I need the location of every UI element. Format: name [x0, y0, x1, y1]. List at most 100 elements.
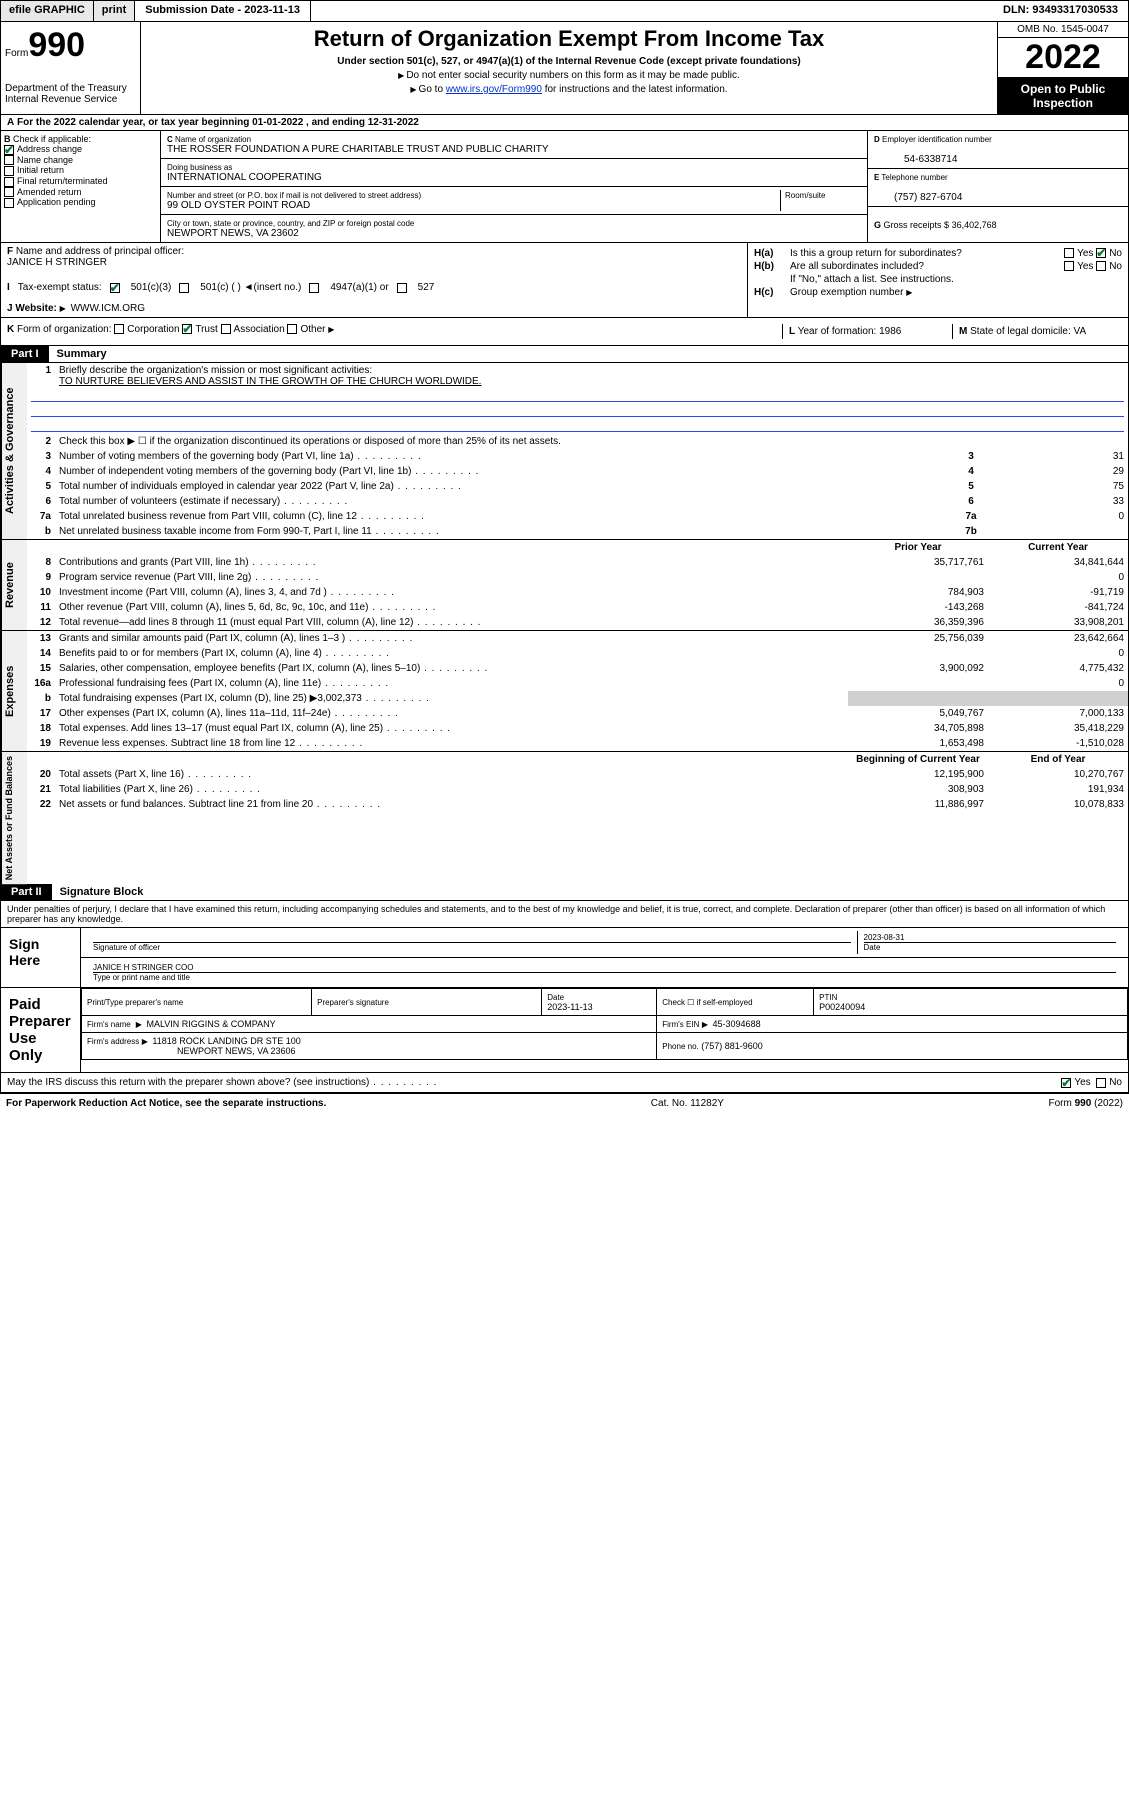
sign-here-label: Sign Here — [1, 928, 81, 987]
k-form-row: K Form of organization: Corporation Trus… — [1, 318, 1128, 346]
chk-corp[interactable] — [114, 324, 124, 334]
header-sub2: Do not enter social security numbers on … — [147, 70, 991, 81]
header-sub1: Under section 501(c), 527, or 4947(a)(1)… — [147, 56, 991, 67]
exp-line-14: 14Benefits paid to or for members (Part … — [27, 646, 1128, 661]
section-fh: F Name and address of principal officer:… — [1, 243, 1128, 318]
chk-hb-no[interactable] — [1096, 261, 1106, 271]
irs-text: Internal Revenue Service — [5, 94, 136, 105]
vlabel-netassets: Net Assets or Fund Balances — [1, 752, 27, 884]
chk-ha-yes[interactable] — [1064, 248, 1074, 258]
exp-line-b: bTotal fundraising expenses (Part IX, co… — [27, 691, 1128, 706]
exp-line-17: 17Other expenses (Part IX, column (A), l… — [27, 706, 1128, 721]
j-letter: J — [7, 303, 13, 314]
gov-line-4: 4Number of independent voting members of… — [27, 464, 1128, 479]
i-letter: I — [7, 282, 10, 293]
form-header: Form990 Department of the Treasury Inter… — [1, 22, 1128, 115]
street-address: 99 OLD OYSTER POINT ROAD — [167, 200, 310, 211]
submission-date: Submission Date - 2023-11-13 — [135, 1, 311, 21]
net-line-20: 20Total assets (Part X, line 16)12,195,9… — [27, 767, 1128, 782]
principal-officer: JANICE H STRINGER — [7, 257, 741, 268]
city-state-zip: NEWPORT NEWS, VA 23602 — [167, 228, 299, 239]
dln-label: DLN: — [1003, 4, 1032, 16]
telephone: (757) 827-6704 — [874, 192, 962, 203]
submission-date-value: 2023-11-13 — [244, 4, 300, 16]
irs-link[interactable]: www.irs.gov/Form990 — [446, 84, 542, 95]
footer-mid: Cat. No. 11282Y — [651, 1098, 724, 1109]
chk-501c[interactable] — [179, 283, 189, 293]
vlabel-revenue: Revenue — [1, 540, 27, 630]
block-b: B Check if applicable: Address change Na… — [1, 131, 161, 243]
preparer-date: 2023-11-13 — [547, 1002, 592, 1012]
discuss-row: May the IRS discuss this return with the… — [1, 1073, 1128, 1093]
header-mid: Return of Organization Exempt From Incom… — [141, 22, 998, 114]
dept-treasury: Department of the Treasury — [5, 83, 136, 94]
exp-line-18: 18Total expenses. Add lines 13–17 (must … — [27, 721, 1128, 736]
governance-section: Activities & Governance 1Briefly describ… — [1, 363, 1128, 539]
part-ii-header: Part II Signature Block — [1, 884, 1128, 901]
gov-line-7a: 7aTotal unrelated business revenue from … — [27, 509, 1128, 524]
chk-501c3[interactable] — [110, 283, 120, 293]
top-toolbar: efile GRAPHIC print Submission Date - 20… — [0, 0, 1129, 22]
chk-assoc[interactable] — [221, 324, 231, 334]
toolbar-spacer — [311, 1, 993, 21]
chk-discuss-yes[interactable] — [1061, 1078, 1071, 1088]
dln-value: 93493317030533 — [1032, 4, 1118, 16]
chk-name-change[interactable] — [4, 155, 14, 165]
chk-address-change[interactable] — [4, 145, 14, 155]
dln: DLN: 93493317030533 — [993, 1, 1128, 21]
self-employed-check[interactable]: Check ☐ if self-employed — [662, 998, 752, 1007]
part-i-title: Summary — [49, 346, 115, 362]
rev-line-10: 10Investment income (Part VIII, column (… — [27, 585, 1128, 600]
rev-line-12: 12Total revenue—add lines 8 through 11 (… — [27, 615, 1128, 630]
gross-receipts: 36,402,768 — [952, 220, 997, 230]
footer-left: For Paperwork Reduction Act Notice, see … — [6, 1098, 326, 1109]
block-de: D Employer identification number 54-6338… — [868, 131, 1128, 243]
form-word: Form — [5, 48, 28, 59]
vlabel-expenses: Expenses — [1, 631, 27, 751]
netassets-section: Net Assets or Fund Balances Beginning of… — [1, 751, 1128, 884]
part-ii-title: Signature Block — [52, 884, 152, 900]
chk-app-pending[interactable] — [4, 198, 14, 208]
efile-graphic-btn[interactable]: efile GRAPHIC — [1, 1, 94, 21]
org-name: THE ROSSER FOUNDATION A PURE CHARITABLE … — [167, 144, 549, 155]
part-i-label: Part I — [1, 346, 49, 362]
firm-address-1: 11818 ROCK LANDING DR STE 100 — [152, 1036, 300, 1046]
print-btn[interactable]: print — [94, 1, 135, 21]
col-begin: Beginning of Current Year — [848, 752, 988, 767]
col-current: Current Year — [988, 540, 1128, 555]
chk-discuss-no[interactable] — [1096, 1078, 1106, 1088]
gov-line-6: 6Total number of volunteers (estimate if… — [27, 494, 1128, 509]
footer-right: Form 990 (2022) — [1049, 1098, 1123, 1109]
penalties-text: Under penalties of perjury, I declare th… — [1, 901, 1128, 928]
gov-line-5: 5Total number of individuals employed in… — [27, 479, 1128, 494]
page-footer: For Paperwork Reduction Act Notice, see … — [0, 1094, 1129, 1113]
form-number: 990 — [28, 26, 85, 64]
calendar-year-line: A For the 2022 calendar year, or tax yea… — [1, 115, 1128, 131]
chk-527[interactable] — [397, 283, 407, 293]
sign-date: 2023-08-31 — [864, 933, 905, 942]
part-i-header: Part I Summary — [1, 346, 1128, 363]
chk-trust[interactable] — [182, 324, 192, 334]
revenue-section: Revenue Prior YearCurrent Year 8Contribu… — [1, 539, 1128, 630]
officer-name: JANICE H STRINGER COO — [93, 963, 193, 972]
rev-line-9: 9Program service revenue (Part VIII, lin… — [27, 570, 1128, 585]
expenses-section: Expenses 13Grants and similar amounts pa… — [1, 630, 1128, 751]
header-sub3: Go to www.irs.gov/Form990 for instructio… — [147, 84, 991, 95]
open-public-badge: Open to Public Inspection — [998, 78, 1128, 114]
chk-hb-yes[interactable] — [1064, 261, 1074, 271]
chk-initial-return[interactable] — [4, 166, 14, 176]
exp-line-13: 13Grants and similar amounts paid (Part … — [27, 631, 1128, 646]
ein: 54-6338714 — [874, 154, 957, 165]
gov-line-b: bNet unrelated business taxable income f… — [27, 524, 1128, 539]
col-end: End of Year — [988, 752, 1128, 767]
chk-amended[interactable] — [4, 187, 14, 197]
a-letter: A — [7, 117, 14, 128]
net-line-21: 21Total liabilities (Part X, line 26)308… — [27, 782, 1128, 797]
chk-ha-no[interactable] — [1096, 248, 1106, 258]
year-formation: 1986 — [879, 326, 901, 337]
chk-final-return[interactable] — [4, 177, 14, 187]
chk-4947[interactable] — [309, 283, 319, 293]
chk-other[interactable] — [287, 324, 297, 334]
gov-line-3: 3Number of voting members of the governi… — [27, 449, 1128, 464]
submission-date-label: Submission Date - — [145, 4, 244, 16]
